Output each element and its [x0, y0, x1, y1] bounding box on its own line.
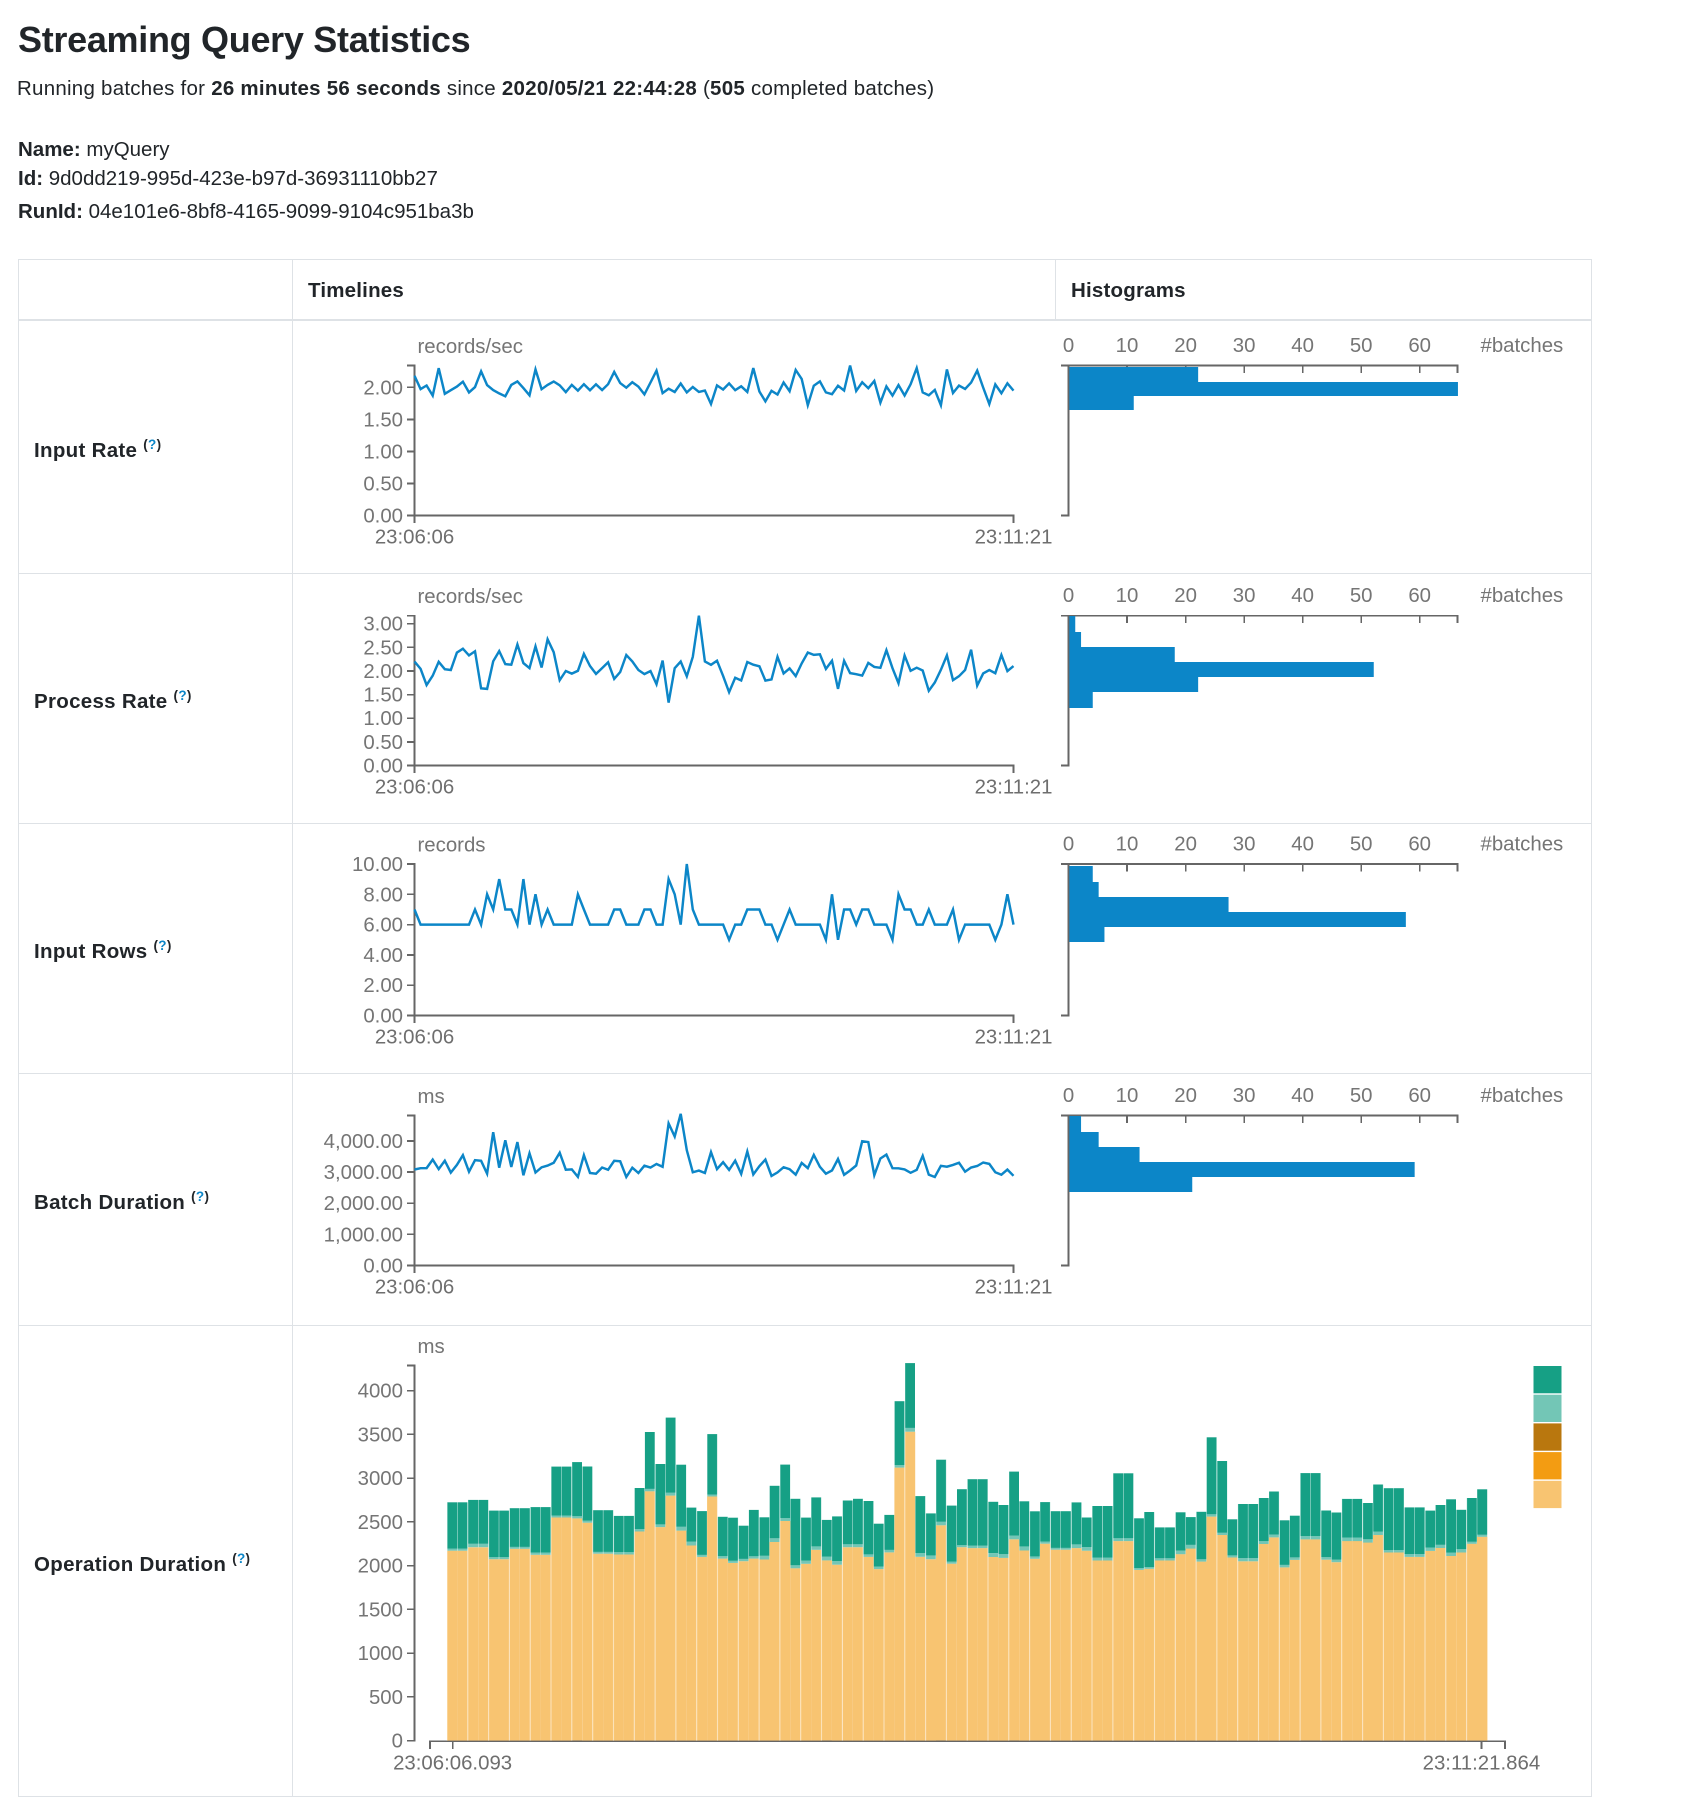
svg-text:0.00: 0.00: [363, 756, 403, 778]
svg-text:50: 50: [1350, 1085, 1373, 1107]
svg-text:40: 40: [1291, 834, 1314, 856]
svg-text:40: 40: [1291, 585, 1314, 607]
svg-text:0.00: 0.00: [363, 1256, 403, 1278]
svg-text:3.00: 3.00: [363, 614, 403, 636]
svg-text:23:06:06.093: 23:06:06.093: [393, 1753, 512, 1775]
svg-text:60: 60: [1408, 585, 1431, 607]
svg-text:10.00: 10.00: [352, 854, 403, 876]
svg-text:23:06:06: 23:06:06: [375, 777, 454, 799]
svg-text:1,000.00: 1,000.00: [324, 1224, 403, 1246]
svg-text:30: 30: [1233, 1085, 1256, 1107]
svg-text:ms: ms: [418, 1086, 445, 1108]
svg-text:0.00: 0.00: [363, 506, 403, 528]
svg-text:10: 10: [1116, 1085, 1139, 1107]
svg-text:2.00: 2.00: [363, 661, 403, 683]
svg-text:0.00: 0.00: [363, 1006, 403, 1028]
svg-text:50: 50: [1350, 585, 1373, 607]
svg-text:60: 60: [1408, 335, 1431, 357]
svg-text:50: 50: [1350, 335, 1373, 357]
svg-text:23:11:21: 23:11:21: [975, 527, 1053, 549]
svg-text:40: 40: [1291, 335, 1314, 357]
svg-text:records/sec: records/sec: [418, 586, 523, 608]
svg-text:#batches: #batches: [1481, 834, 1564, 856]
svg-text:23:11:21: 23:11:21: [975, 1277, 1053, 1299]
svg-text:3000: 3000: [358, 1468, 403, 1490]
svg-text:1.50: 1.50: [363, 409, 403, 431]
svg-text:2500: 2500: [358, 1512, 403, 1534]
svg-text:0: 0: [1063, 585, 1074, 607]
svg-text:60: 60: [1408, 1085, 1431, 1107]
svg-text:#batches: #batches: [1481, 1085, 1564, 1107]
svg-text:40: 40: [1291, 1085, 1314, 1107]
svg-text:23:11:21.864: 23:11:21.864: [1423, 1753, 1541, 1775]
svg-text:0: 0: [1063, 834, 1074, 856]
svg-text:0: 0: [1063, 1085, 1074, 1107]
svg-text:23:06:06: 23:06:06: [375, 1027, 454, 1049]
svg-text:20: 20: [1174, 834, 1197, 856]
svg-text:0.50: 0.50: [363, 732, 403, 754]
svg-text:20: 20: [1174, 1085, 1197, 1107]
svg-text:8.00: 8.00: [363, 884, 403, 906]
svg-text:2.00: 2.00: [363, 975, 403, 997]
svg-text:23:06:06: 23:06:06: [375, 1277, 454, 1299]
svg-text:60: 60: [1408, 834, 1431, 856]
svg-text:30: 30: [1233, 834, 1256, 856]
svg-text:1.50: 1.50: [363, 685, 403, 707]
svg-text:2.00: 2.00: [363, 377, 403, 399]
svg-text:30: 30: [1233, 585, 1256, 607]
svg-text:20: 20: [1174, 585, 1197, 607]
svg-text:50: 50: [1350, 834, 1373, 856]
svg-text:10: 10: [1116, 335, 1139, 357]
svg-text:#batches: #batches: [1481, 335, 1564, 357]
svg-text:ms: ms: [418, 1336, 445, 1358]
svg-text:1.00: 1.00: [363, 708, 403, 730]
svg-text:records: records: [418, 835, 486, 857]
svg-text:23:11:21: 23:11:21: [975, 777, 1053, 799]
svg-text:10: 10: [1116, 834, 1139, 856]
svg-text:0: 0: [392, 1731, 403, 1753]
svg-text:2.50: 2.50: [363, 637, 403, 659]
svg-text:20: 20: [1174, 335, 1197, 357]
svg-text:2,000.00: 2,000.00: [324, 1193, 403, 1215]
svg-text:1500: 1500: [358, 1599, 403, 1621]
svg-text:4000: 4000: [358, 1381, 403, 1403]
svg-text:records/sec: records/sec: [418, 336, 523, 358]
svg-text:23:06:06: 23:06:06: [375, 527, 454, 549]
svg-text:3,000.00: 3,000.00: [324, 1162, 403, 1184]
svg-text:10: 10: [1116, 585, 1139, 607]
svg-text:1000: 1000: [358, 1643, 403, 1665]
svg-text:30: 30: [1233, 335, 1256, 357]
svg-text:2000: 2000: [358, 1556, 403, 1578]
svg-text:4,000.00: 4,000.00: [324, 1131, 403, 1153]
svg-text:500: 500: [369, 1687, 403, 1709]
svg-text:#batches: #batches: [1481, 585, 1564, 607]
svg-text:23:11:21: 23:11:21: [975, 1027, 1053, 1049]
svg-text:3500: 3500: [358, 1424, 403, 1446]
svg-text:6.00: 6.00: [363, 915, 403, 937]
svg-text:0.50: 0.50: [363, 473, 403, 495]
svg-text:1.00: 1.00: [363, 441, 403, 463]
svg-text:4.00: 4.00: [363, 945, 403, 967]
svg-text:0: 0: [1063, 335, 1074, 357]
